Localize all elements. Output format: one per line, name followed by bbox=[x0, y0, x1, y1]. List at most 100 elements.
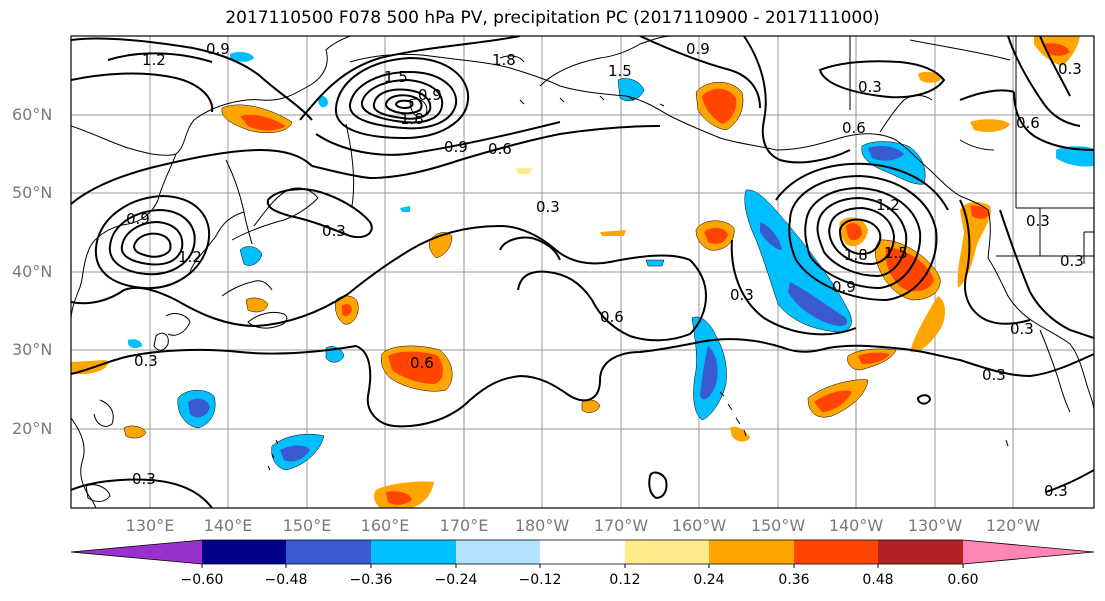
colorbar-ticks bbox=[201, 564, 964, 568]
lon-label: 160°W bbox=[671, 516, 727, 535]
contour-label: 0.3 bbox=[1026, 212, 1050, 230]
precip-positive-patch bbox=[918, 71, 942, 83]
colorbar-tick-label: −0.24 bbox=[434, 572, 478, 588]
contour-label: 1.5 bbox=[884, 244, 908, 262]
contour-label: 1.8 bbox=[844, 246, 868, 264]
precip-negative-patch bbox=[128, 339, 142, 349]
lon-label: 150°E bbox=[282, 516, 332, 535]
lat-label: 30°N bbox=[12, 340, 53, 359]
contour-label: 1.2 bbox=[876, 196, 900, 214]
precip-negative-patch bbox=[239, 246, 263, 266]
contour-label: 1.5 bbox=[384, 68, 408, 86]
colorbar-swatch bbox=[878, 540, 963, 564]
colorbar-tick-label: 0.36 bbox=[778, 572, 810, 588]
lon-label: 180°W bbox=[514, 516, 570, 535]
contour-label: 0.3 bbox=[858, 78, 882, 96]
colorbar-swatch bbox=[202, 540, 286, 564]
contour-label: 0.9 bbox=[832, 278, 856, 296]
lat-label: 60°N bbox=[12, 105, 53, 124]
precip-positive-patch bbox=[123, 425, 147, 439]
precip-negative-patch bbox=[788, 282, 848, 326]
contour-label: 0.3 bbox=[982, 366, 1006, 384]
pv-contours bbox=[71, 36, 1094, 508]
lon-label: 130°W bbox=[907, 516, 963, 535]
colorbar-swatch bbox=[709, 540, 794, 564]
precip-positive-patch bbox=[429, 232, 453, 259]
contour-label: 0.6 bbox=[1016, 114, 1040, 132]
colorbar-tick-label: 0.60 bbox=[947, 572, 979, 588]
contour-labels: 1.2 0.9 1.5 1.8 0.9 1.8 0.9 1.5 0.9 0.6 … bbox=[126, 40, 1084, 500]
map-frame bbox=[70, 35, 1095, 509]
contour-label: 1.2 bbox=[178, 248, 202, 266]
lon-label: 140°W bbox=[828, 516, 884, 535]
precip-positive-patch bbox=[970, 205, 990, 219]
lat-label: 20°N bbox=[12, 419, 53, 438]
colorbar-tick-label: 0.48 bbox=[862, 572, 894, 588]
lon-label: 150°W bbox=[750, 516, 806, 535]
contour-label: 0.6 bbox=[410, 354, 434, 372]
contour-label: 0.3 bbox=[1058, 60, 1082, 78]
colorbar-swatch bbox=[540, 540, 625, 564]
lon-label: 140°E bbox=[203, 516, 253, 535]
contour-label: 0.6 bbox=[488, 140, 512, 158]
precip-negative-patch bbox=[1056, 146, 1094, 167]
lon-label: 170°E bbox=[439, 516, 489, 535]
contour-label: 0.3 bbox=[730, 286, 754, 304]
colorbar-swatch bbox=[71, 540, 202, 564]
lat-label: 40°N bbox=[12, 262, 53, 281]
map-title: 2017110500 F078 500 hPa PV, precipitatio… bbox=[225, 8, 880, 28]
lon-label: 130°E bbox=[125, 516, 175, 535]
precip-negative-patch bbox=[400, 206, 410, 212]
precip-positive-patch bbox=[814, 390, 852, 412]
colorbar-tick-label: 0.24 bbox=[693, 572, 725, 588]
contour-label: 0.9 bbox=[444, 138, 468, 156]
contour-label: 0.3 bbox=[1060, 252, 1084, 270]
precip-positive-patch bbox=[600, 230, 626, 236]
precip-positive-patch bbox=[1044, 43, 1070, 56]
contour-label: 0.3 bbox=[536, 198, 560, 216]
colorbar-tick-label: −0.36 bbox=[349, 572, 393, 588]
contour-label: 0.3 bbox=[322, 222, 346, 240]
precip-positive-patch bbox=[516, 168, 532, 174]
contour-label: 0.3 bbox=[1044, 482, 1068, 500]
contour-label: 1.2 bbox=[142, 51, 166, 69]
precip-positive-patch bbox=[388, 351, 443, 384]
precip-positive-patch bbox=[702, 88, 737, 124]
contour-label: 0.9 bbox=[206, 40, 230, 58]
precip-negative-patch bbox=[700, 346, 718, 400]
colorbar-swatch bbox=[371, 540, 456, 564]
precip-negative-patch bbox=[188, 398, 210, 418]
precip-negative-patch bbox=[645, 259, 665, 267]
contour-label: 0.9 bbox=[686, 40, 710, 58]
precip-negative-patch bbox=[744, 189, 852, 333]
precip-positive-patch bbox=[71, 360, 108, 374]
colorbar-swatch bbox=[286, 540, 371, 564]
precip-negative-patch bbox=[617, 78, 645, 101]
precip-negative-patch bbox=[280, 445, 310, 462]
colorbar-tick-label: −0.12 bbox=[518, 572, 562, 588]
coastlines bbox=[71, 36, 1094, 508]
precip-positive-patch bbox=[386, 491, 412, 505]
precip-positive-patch bbox=[730, 426, 750, 442]
lon-label: 170°W bbox=[593, 516, 649, 535]
contour-label: 1.5 bbox=[608, 62, 632, 80]
colorbar-swatch bbox=[456, 540, 540, 564]
colorbar-swatch bbox=[625, 540, 709, 564]
colorbar-swatch bbox=[794, 540, 878, 564]
colorbar bbox=[70, 539, 1095, 565]
precip-positive-patch bbox=[957, 201, 991, 288]
precip-negative-patch bbox=[318, 96, 328, 108]
precip-negative-patch bbox=[868, 146, 904, 161]
contour-label: 0.9 bbox=[418, 86, 442, 104]
precip-positive-patch bbox=[846, 223, 862, 241]
contour-label: 0.6 bbox=[600, 308, 624, 326]
colorbar-tick-label: −0.48 bbox=[264, 572, 308, 588]
contour-label: 1.8 bbox=[492, 51, 516, 69]
lon-label: 120°W bbox=[985, 516, 1041, 535]
precip-negative-patch bbox=[760, 222, 782, 250]
precip-positive-patch bbox=[704, 227, 728, 244]
colorbar-tick-label: −0.60 bbox=[180, 572, 224, 588]
lon-label: 160°E bbox=[360, 516, 410, 535]
contour-label: 0.3 bbox=[134, 352, 158, 370]
precip-negative-patch bbox=[230, 51, 254, 62]
